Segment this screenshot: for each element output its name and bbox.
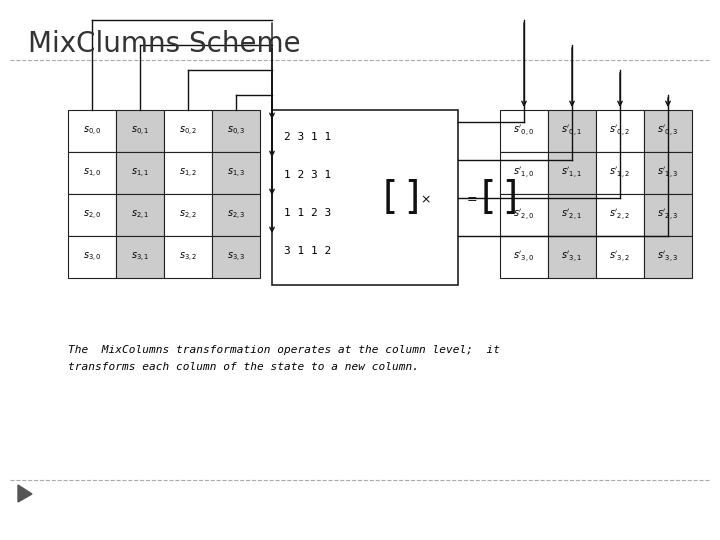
Text: $s'_{0,1}$: $s'_{0,1}$ [562,124,582,138]
Text: 1 2 3 1: 1 2 3 1 [284,170,331,180]
Bar [116,236,164,278]
Bar [500,236,548,278]
Bar [644,110,692,152]
Text: $s'_{1,0}$: $s'_{1,0}$ [513,166,535,180]
Text: $s'_{3,2}$: $s'_{3,2}$ [609,249,631,265]
Text: $s_{3,3}$: $s_{3,3}$ [227,251,246,264]
Bar [164,152,212,194]
Bar [500,110,548,152]
Bar [212,152,260,194]
Bar [164,110,212,152]
Bar [596,194,644,236]
Text: $s_{2,2}$: $s_{2,2}$ [179,208,197,221]
Text: $s_{2,1}$: $s_{2,1}$ [131,208,149,221]
Text: $s_{1,0}$: $s_{1,0}$ [83,166,102,179]
Text: $s_{3,1}$: $s_{3,1}$ [131,251,149,264]
Text: $s_{0,2}$: $s_{0,2}$ [179,124,197,138]
Text: ×: × [420,193,431,206]
Text: The  MixColumns transformation operates at the column level;  it: The MixColumns transformation operates a… [68,345,500,355]
Bar [644,236,692,278]
Bar [596,110,644,152]
Text: $s'_{0,3}$: $s'_{0,3}$ [657,124,679,138]
Bar [596,152,644,194]
Bar [68,236,116,278]
Bar [116,110,164,152]
Text: ]: ] [405,179,420,217]
Text: $s'_{1,1}$: $s'_{1,1}$ [562,166,582,180]
Bar [68,152,116,194]
Text: $s'_{1,2}$: $s'_{1,2}$ [609,166,631,180]
Text: $s'_{3,3}$: $s'_{3,3}$ [657,249,679,265]
Bar [548,194,596,236]
Text: $s_{3,2}$: $s_{3,2}$ [179,251,197,264]
Text: $s'_{0,0}$: $s'_{0,0}$ [513,124,535,138]
Text: $s'_{0,2}$: $s'_{0,2}$ [609,124,631,138]
Bar [116,194,164,236]
Text: $s_{3,0}$: $s_{3,0}$ [83,251,102,264]
Text: $s_{1,3}$: $s_{1,3}$ [227,166,246,179]
Bar [68,110,116,152]
Text: [: [ [480,179,495,217]
Bar [164,194,212,236]
Text: $s'_{1,3}$: $s'_{1,3}$ [657,166,679,180]
Polygon shape [18,485,32,502]
Bar [548,236,596,278]
Bar [500,152,548,194]
Text: 1 1 2 3: 1 1 2 3 [284,208,331,218]
Text: $s'_{2,1}$: $s'_{2,1}$ [562,207,582,222]
Text: MixClumns Scheme: MixClumns Scheme [28,30,301,58]
Text: [: [ [382,179,397,217]
Text: =: = [467,193,477,206]
Text: $s_{0,1}$: $s_{0,1}$ [131,124,149,138]
Bar [212,110,260,152]
Text: 2 3 1 1: 2 3 1 1 [284,132,331,142]
Bar [500,194,548,236]
Bar [212,194,260,236]
Text: transforms each column of the state to a new column.: transforms each column of the state to a… [68,362,419,372]
Text: $s'_{3,1}$: $s'_{3,1}$ [562,249,582,265]
Bar [644,194,692,236]
Text: $s_{0,0}$: $s_{0,0}$ [83,124,102,138]
Bar [596,236,644,278]
Text: $s_{1,2}$: $s_{1,2}$ [179,166,197,179]
Bar [272,110,458,285]
Bar [116,152,164,194]
Text: $s_{0,3}$: $s_{0,3}$ [227,124,246,138]
Bar [548,110,596,152]
Text: $s'_{2,3}$: $s'_{2,3}$ [657,207,679,222]
Text: $s_{2,3}$: $s_{2,3}$ [227,208,246,221]
Text: $s'_{2,0}$: $s'_{2,0}$ [513,207,535,222]
Text: $s_{1,1}$: $s_{1,1}$ [131,166,149,179]
Bar [212,236,260,278]
Bar [68,194,116,236]
Text: $s'_{3,0}$: $s'_{3,0}$ [513,249,535,265]
Text: ]: ] [503,179,518,217]
Bar [548,152,596,194]
Bar [644,152,692,194]
Text: $s_{2,0}$: $s_{2,0}$ [83,208,102,221]
Bar [164,236,212,278]
Text: 3 1 1 2: 3 1 1 2 [284,246,331,256]
Text: $s'_{2,2}$: $s'_{2,2}$ [609,207,631,222]
